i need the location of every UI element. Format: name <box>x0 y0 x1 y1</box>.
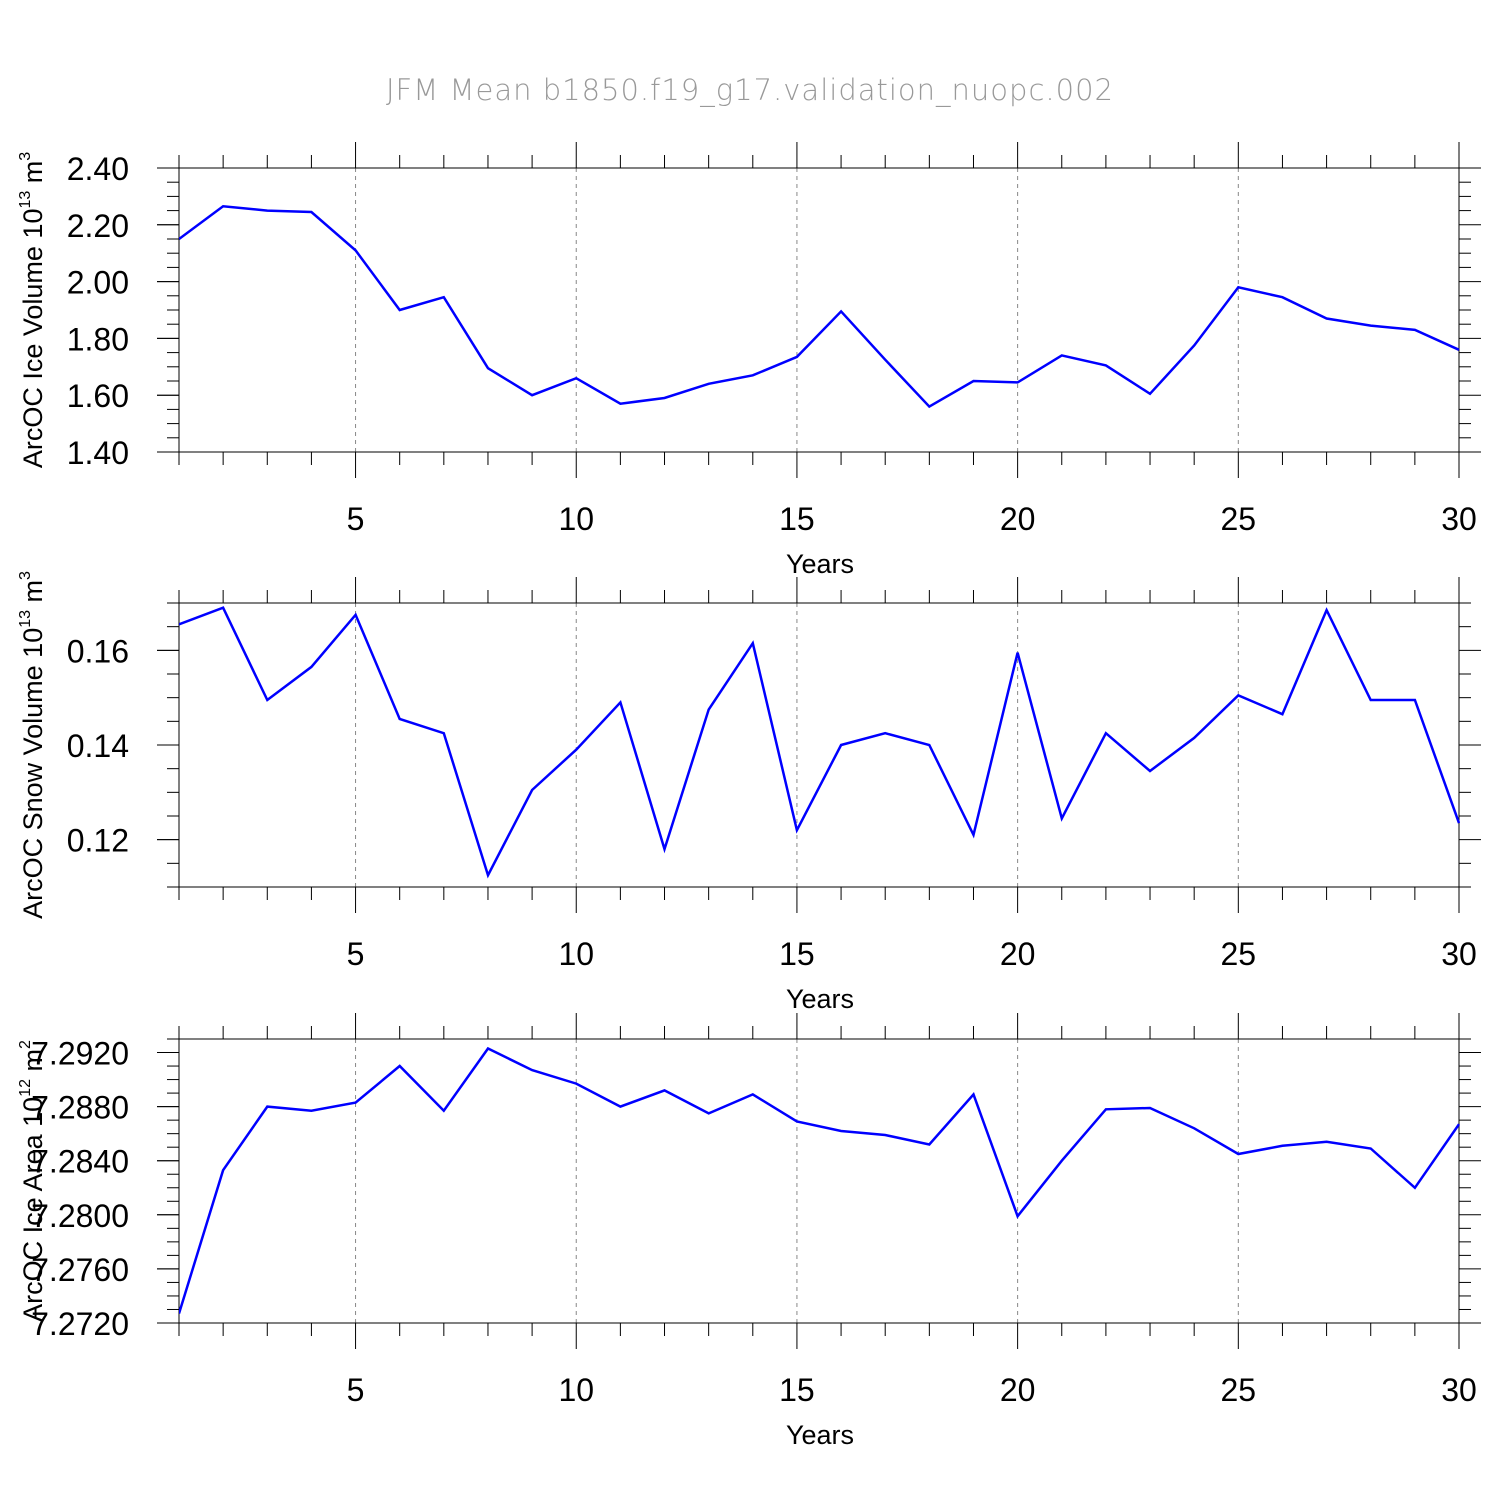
plot-frame <box>178 602 1460 888</box>
x-tick-label: 15 <box>779 1372 815 1408</box>
x-tick-label: 20 <box>1000 1372 1036 1408</box>
panels: 5 10 15 20 25 30 Years 1.40 1.60 1.80 2.00 2.20 2.40… <box>17 142 1481 1450</box>
chart-title: JFM Mean b1850.f19_g17.validation_nuopc.… <box>386 73 1114 108</box>
y-tick-label: 0.12 <box>67 823 129 859</box>
x-axis-label: Years <box>786 1420 854 1450</box>
y-tick-label: 2.20 <box>67 208 129 244</box>
y-tick-label: 0.16 <box>67 633 129 669</box>
y-axis-label: ArcOC Ice Volume 1013 m3 <box>17 152 48 468</box>
x-tick-label: 15 <box>779 501 815 537</box>
y-tick-label: 1.80 <box>67 321 129 357</box>
x-tick-label: 25 <box>1221 1372 1257 1408</box>
x-tick-label: 10 <box>558 936 594 972</box>
x-tick-label: 5 <box>347 1372 365 1408</box>
y-tick-label: 7.2800 <box>31 1198 129 1234</box>
y-tick-label: 2.40 <box>67 151 129 187</box>
plot-frame <box>178 167 1460 453</box>
y-tick-label: 0.14 <box>67 728 129 764</box>
x-tick-label: 10 <box>558 1372 594 1408</box>
panel-2: 5 10 15 20 25 30 Years 0.12 0.14 0.16 ArcOC Snow V… <box>17 571 1481 1014</box>
x-tick-label: 30 <box>1441 1372 1477 1408</box>
x-tick-label: 30 <box>1441 501 1477 537</box>
y-tick-label: 1.40 <box>67 435 129 471</box>
x-tick-label: 30 <box>1441 936 1477 972</box>
x-tick-label: 10 <box>558 501 594 537</box>
plot-frame <box>178 1038 1460 1324</box>
series-line-1 <box>179 606 1460 879</box>
y-axis-label: ArcOC Ice Area 1012 m2 <box>17 1040 48 1322</box>
y-tick-label: 1.60 <box>67 378 129 414</box>
x-tick-label: 5 <box>347 936 365 972</box>
y-tick-label: 7.2920 <box>31 1036 129 1072</box>
y-tick-label: 7.2840 <box>31 1144 129 1180</box>
y-tick-label: 7.2880 <box>31 1090 129 1126</box>
y-axis-label: ArcOC Snow Volume 1013 m3 <box>17 571 48 919</box>
x-tick-label: 25 <box>1221 936 1257 972</box>
panel-3: 5 10 15 20 25 30 Years 7.2720 7.2760 7.2800 7.2840… <box>17 1013 1481 1450</box>
y-tick-label: 2.00 <box>67 265 129 301</box>
y-tick-label: 7.2720 <box>31 1306 129 1342</box>
x-tick-label: 15 <box>779 936 815 972</box>
series-line-1 <box>179 205 1460 409</box>
x-tick-label: 5 <box>347 501 365 537</box>
x-axis-label: Years <box>786 549 854 579</box>
panel-1: 5 10 15 20 25 30 Years 1.40 1.60 1.80 2.00 2.20 2.40… <box>17 142 1481 579</box>
x-axis-label: Years <box>786 984 854 1014</box>
y-tick-label: 7.2760 <box>31 1252 129 1288</box>
x-tick-label: 20 <box>1000 936 1036 972</box>
x-tick-label: 25 <box>1221 501 1257 537</box>
series-line-1 <box>179 1046 1460 1314</box>
x-tick-label: 20 <box>1000 501 1036 537</box>
